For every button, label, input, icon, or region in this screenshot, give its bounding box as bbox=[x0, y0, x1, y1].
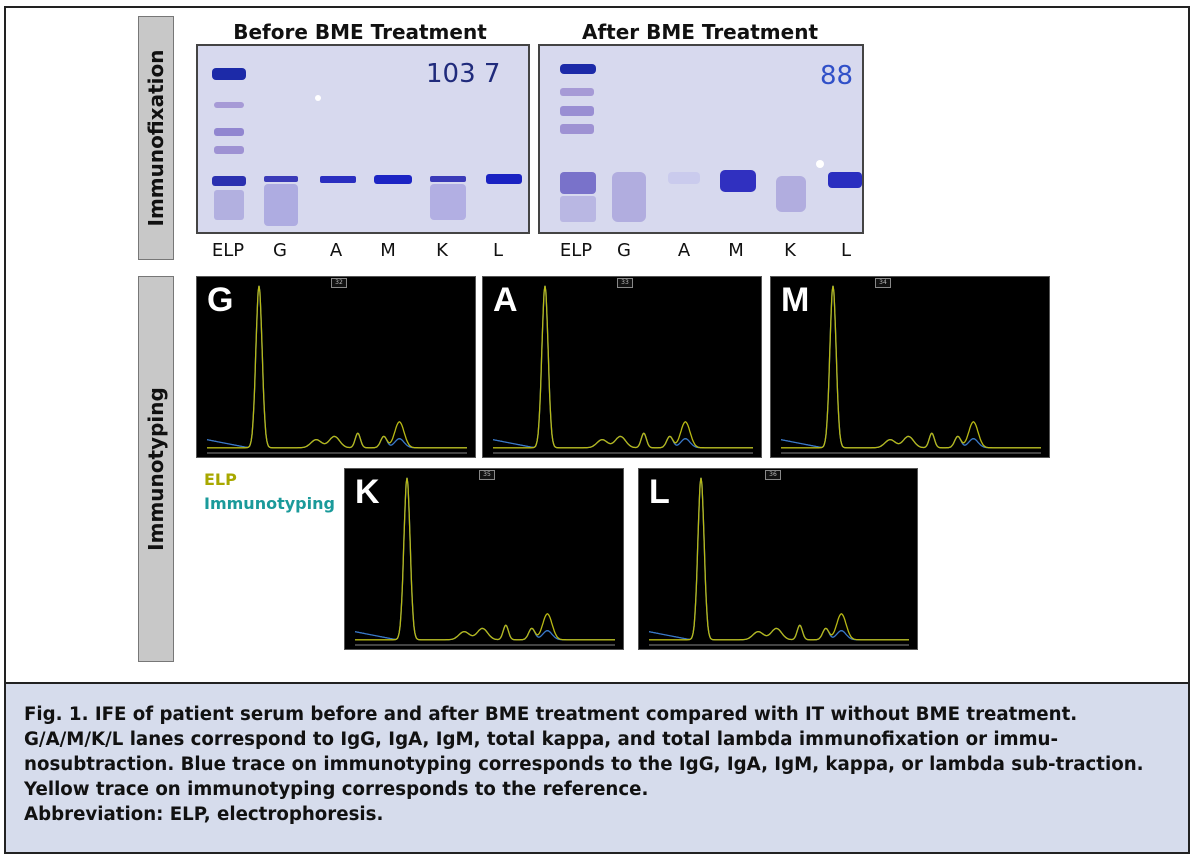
lane-label-m: M bbox=[380, 240, 396, 261]
elp-trace-line bbox=[781, 285, 1041, 449]
immunotyping-trace-line bbox=[492, 285, 753, 449]
immunotyping-trace-line bbox=[206, 285, 467, 449]
immunotyping-trace-line bbox=[648, 477, 909, 641]
immunotyping-trace-line bbox=[354, 477, 615, 641]
trace-plot bbox=[648, 477, 909, 646]
lane-label-k: K bbox=[784, 240, 796, 261]
trace-number: 34 bbox=[875, 278, 891, 288]
caption-body: Fig. 1. IFE of patient serum before and … bbox=[24, 702, 1170, 802]
gel-after-title: After BME Treatment bbox=[581, 20, 819, 44]
trace-plot bbox=[354, 477, 615, 646]
svg-text:103 7: 103 7 bbox=[426, 59, 500, 89]
trace-label: A bbox=[493, 281, 518, 319]
trace-label: K bbox=[355, 473, 380, 511]
trace-plot bbox=[492, 285, 753, 454]
gel-before-image: 103 7 bbox=[196, 44, 530, 234]
svg-text:88: 88 bbox=[820, 61, 853, 91]
lane-label-m: M bbox=[728, 240, 744, 261]
trace-plot bbox=[780, 285, 1041, 454]
gel-after-image: 88 bbox=[538, 44, 864, 234]
lane-label-k: K bbox=[436, 240, 448, 261]
immunotyping-trace-line bbox=[780, 285, 1041, 449]
trace-number: 32 bbox=[331, 278, 347, 288]
trace-label: G bbox=[207, 281, 234, 319]
elp-trace-line bbox=[493, 285, 753, 449]
trace-label: L bbox=[649, 473, 670, 511]
trace-panel-g: 32 G bbox=[196, 276, 476, 458]
immunofixation-label-text: Immunofixation bbox=[144, 49, 168, 227]
trace-number: 35 bbox=[479, 470, 495, 480]
lane-label-g: G bbox=[273, 240, 287, 261]
gel-before-title: Before BME Treatment bbox=[233, 20, 487, 44]
trace-panel-m: 34 M bbox=[770, 276, 1050, 458]
gel-before-bands: 103 7 bbox=[212, 59, 522, 226]
lane-label-l: L bbox=[840, 240, 852, 261]
immunofixation-section-label: Immunofixation bbox=[138, 16, 174, 260]
trace-panel-a: 33 A bbox=[482, 276, 762, 458]
trace-number: 33 bbox=[617, 278, 633, 288]
lane-label-elp: ELP bbox=[559, 240, 593, 261]
immunotyping-section-label: Immunotyping bbox=[138, 276, 174, 662]
lane-label-a: A bbox=[677, 240, 691, 261]
elp-trace-line bbox=[207, 285, 467, 449]
trace-panel-k: 35 K bbox=[344, 468, 624, 650]
trace-label: M bbox=[781, 281, 810, 319]
caption-text: IFE of patient serum before and after BM… bbox=[24, 704, 1144, 800]
trace-panel-l: 36 L bbox=[638, 468, 918, 650]
legend-elp: ELP bbox=[204, 470, 237, 489]
immunotyping-label-text: Immunotyping bbox=[144, 387, 168, 551]
lane-label-elp: ELP bbox=[211, 240, 245, 261]
lane-label-a: A bbox=[329, 240, 343, 261]
trace-plot bbox=[206, 285, 467, 454]
caption-abbreviation: Abbreviation: ELP, electrophoresis. bbox=[24, 804, 384, 825]
trace-number: 36 bbox=[765, 470, 781, 480]
gel-after-bands: 88 bbox=[560, 61, 862, 222]
legend-immunotyping: Immunotyping bbox=[204, 494, 335, 513]
figure-caption: Fig. 1. IFE of patient serum before and … bbox=[4, 682, 1190, 854]
elp-trace-line bbox=[649, 477, 909, 641]
lane-label-l: L bbox=[492, 240, 504, 261]
caption-fig-label: Fig. 1. bbox=[24, 704, 89, 725]
lane-label-g: G bbox=[617, 240, 631, 261]
elp-trace-line bbox=[355, 477, 615, 641]
